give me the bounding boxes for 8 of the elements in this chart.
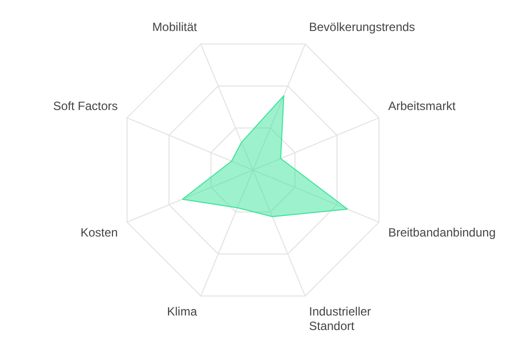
spoke-label: Kosten: [80, 226, 118, 240]
spoke-label: Breitbandanbindung: [388, 226, 496, 240]
spoke-label: Klima: [166, 304, 198, 319]
spoke-label: Bevölkerungstrends: [309, 20, 416, 34]
spoke-label: Soft Factors: [53, 99, 118, 114]
spoke-label: Arbeitsmarkt: [388, 99, 456, 114]
spoke-label: Mobilität: [152, 20, 198, 34]
spoke-label: Industrieller Standort: [309, 304, 372, 334]
